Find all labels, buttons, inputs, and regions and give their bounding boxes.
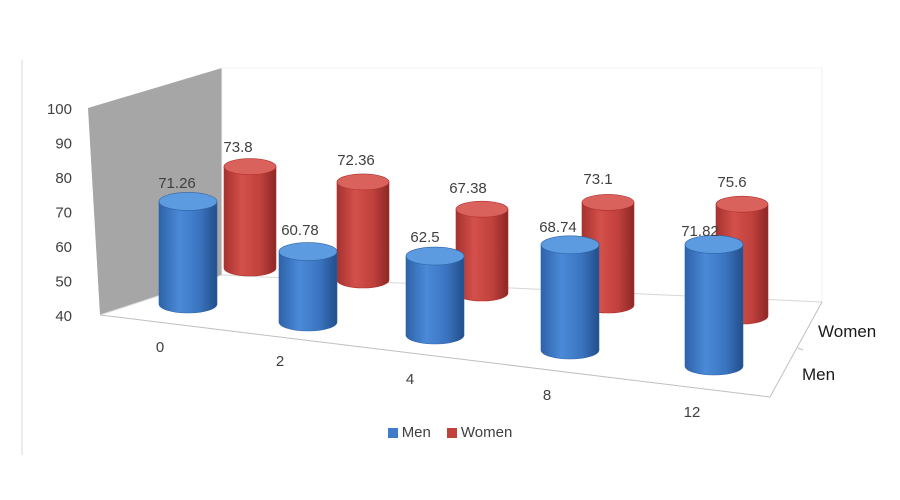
depth-label-men: Men [802,365,835,384]
data-label-women: 73.8 [223,139,252,156]
x-tick-label: 4 [406,371,414,388]
legend-swatch-women [446,427,457,438]
bar-men-4 [405,246,465,345]
data-label-men: 71.82 [681,223,719,240]
bar-top [223,158,277,175]
y-tick-label: 40 [55,308,72,325]
bar-body [278,251,338,332]
depth-axis-line [769,301,823,398]
depth-label-women: Women [818,322,876,341]
legend: Men Women [0,424,900,441]
bar-top [158,192,218,211]
bar-top [336,173,390,191]
bar-women-4 [455,200,509,302]
data-label-women: 67.38 [449,180,487,197]
x-tick-label: 2 [276,353,284,370]
bar-top [405,246,465,266]
bar-body [540,244,600,360]
x-tick-label: 12 [684,404,701,421]
data-label-women: 75.6 [717,174,746,191]
bar-men-2 [278,242,338,332]
y-tick-label: 60 [55,239,72,256]
y-tick-label: 90 [55,136,72,153]
bar-top [278,242,338,261]
bar-top [540,235,600,255]
legend-label-women: Women [460,424,513,441]
bar-body [336,181,390,289]
x-tick-label: 0 [156,339,164,356]
bar-women-2 [336,173,390,289]
x-tick-label: 8 [543,387,551,404]
data-label-men: 71.26 [158,175,196,192]
bar-top [684,235,744,254]
bar-top [581,194,635,211]
depth-axis-tick [797,347,804,351]
bar-body [684,244,744,376]
legend-item-men: Men [387,424,431,441]
bar-body [405,255,465,345]
legend-item-women: Women [446,424,513,441]
data-label-women: 72.36 [337,152,375,169]
bar-men-12 [684,235,744,376]
bar-body [223,166,277,277]
floor-front-edge [99,314,771,398]
data-label-women: 73.1 [583,171,612,188]
bar-women-0 [223,158,277,277]
y-tick-label: 50 [55,274,72,291]
y-tick-label: 100 [47,101,72,118]
bar-body [158,201,218,314]
legend-swatch-men [387,427,398,438]
bar-top [715,195,769,213]
legend-label-men: Men [401,424,431,441]
bar-top [455,200,509,218]
data-label-men: 60.78 [281,222,319,239]
data-label-men: 62.5 [410,229,439,246]
y-tick-label: 80 [55,170,72,187]
bar-men-0 [158,192,218,314]
data-label-men: 68.74 [539,219,577,236]
y-tick-label: 70 [55,205,72,222]
bar-men-8 [540,235,600,360]
